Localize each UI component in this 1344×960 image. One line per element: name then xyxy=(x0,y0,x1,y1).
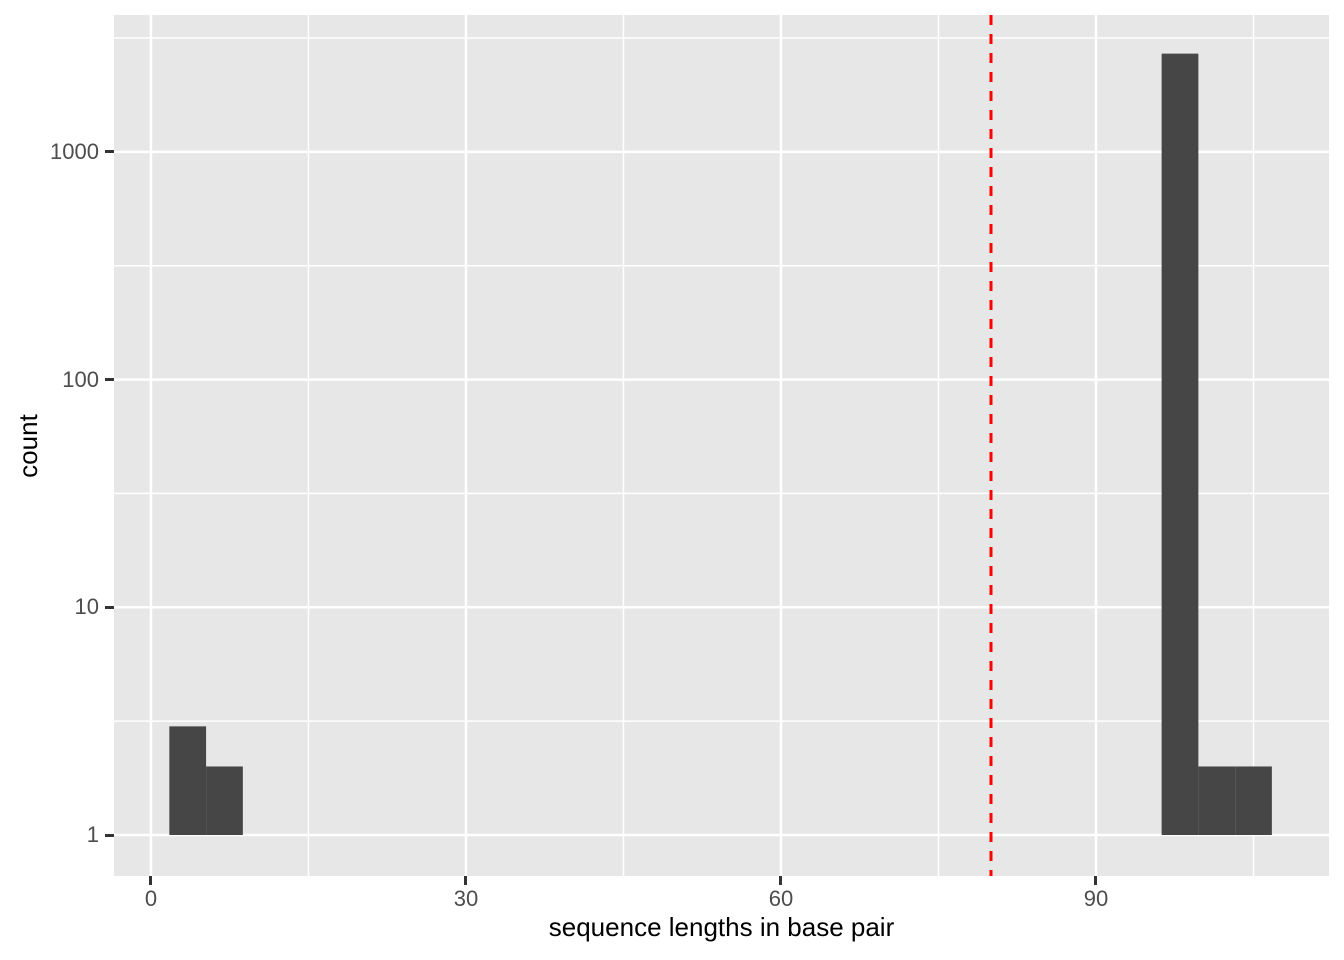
y-tick-label: 1000 xyxy=(50,138,99,164)
x-tick-label: 90 xyxy=(1083,886,1109,911)
x-axis-title: sequence lengths in base pair xyxy=(548,912,895,942)
y-tick-label: 1 xyxy=(86,822,99,847)
x-tick-label: 0 xyxy=(144,886,158,911)
y-tick-label: 100 xyxy=(62,366,99,392)
x-tick-mark xyxy=(464,876,468,885)
histogram-bar xyxy=(169,726,207,836)
y-tick-label: 10 xyxy=(74,594,99,620)
y-tick-mark xyxy=(105,833,114,837)
x-tick-label: 30 xyxy=(453,886,479,911)
x-tick-label: 60 xyxy=(768,886,794,911)
y-tick-mark xyxy=(105,150,114,154)
histogram-plot-svg xyxy=(114,15,1329,876)
x-tick-mark xyxy=(1094,876,1098,885)
y-tick-mark xyxy=(105,605,114,609)
plot-panel xyxy=(114,15,1329,876)
x-tick-mark xyxy=(779,876,783,885)
histogram-bar xyxy=(1161,53,1199,836)
x-tick-mark xyxy=(149,876,153,885)
histogram-bar xyxy=(206,766,243,836)
y-tick-mark xyxy=(105,378,114,382)
histogram-bar xyxy=(1235,766,1272,836)
histogram-bar xyxy=(1198,766,1236,836)
panel-background xyxy=(114,15,1329,876)
